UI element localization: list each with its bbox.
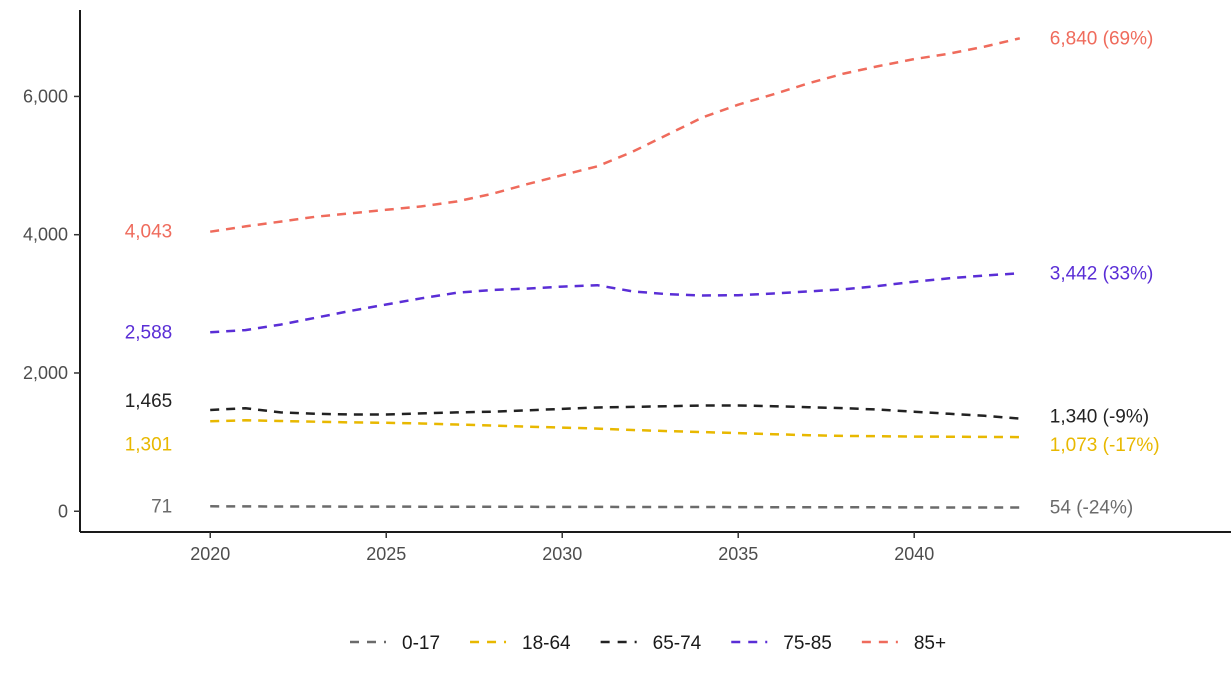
series-line-0-17 [210, 505, 1020, 509]
series-line-18-64 [210, 419, 1020, 439]
start-value-label: 1,465 [125, 391, 173, 412]
end-value-label: 1,340 (-9%) [1050, 407, 1149, 428]
legend-label: 18-64 [522, 633, 571, 654]
series-line-75-85 [210, 272, 1020, 334]
legend-label: 0-17 [402, 633, 440, 654]
x-tick-label: 2040 [894, 544, 934, 564]
end-value-label: 3,442 (33%) [1050, 263, 1154, 284]
end-value-label: 54 (-24%) [1050, 498, 1133, 519]
x-tick-label: 2020 [190, 544, 230, 564]
start-value-label: 2,588 [125, 322, 173, 343]
series-line-85+ [210, 37, 1021, 233]
x-tick-label: 2030 [542, 544, 582, 564]
legend-label: 85+ [914, 633, 946, 654]
end-value-label: 1,073 (-17%) [1050, 435, 1160, 456]
legend: 0-17 18-64 65-74 75-85 85+ [350, 633, 946, 654]
x-tick-label: 2025 [366, 544, 406, 564]
y-tick-label: 2,000 [23, 363, 68, 383]
start-value-label: 4,043 [125, 222, 173, 243]
y-tick-label: 4,000 [23, 225, 68, 245]
x-tick-label: 2035 [718, 544, 758, 564]
series-lines [210, 37, 1021, 509]
y-tick-label: 0 [58, 501, 68, 521]
axes: 0 2,000 4,000 6,000 2020 2025 2030 2035 2040 [23, 10, 1231, 564]
series-labels: 71 54 (-24%) 1,301 1,073 (-17%) 1,465 1,340 (… [125, 28, 1160, 518]
start-value-label: 1,301 [125, 434, 173, 455]
y-tick-label: 6,000 [23, 86, 68, 106]
legend-label: 65-74 [653, 633, 702, 654]
series-line-65-74 [210, 404, 1020, 420]
legend-label: 75-85 [783, 633, 832, 654]
start-value-label: 71 [151, 496, 172, 517]
end-value-label: 6,840 (69%) [1050, 28, 1154, 49]
